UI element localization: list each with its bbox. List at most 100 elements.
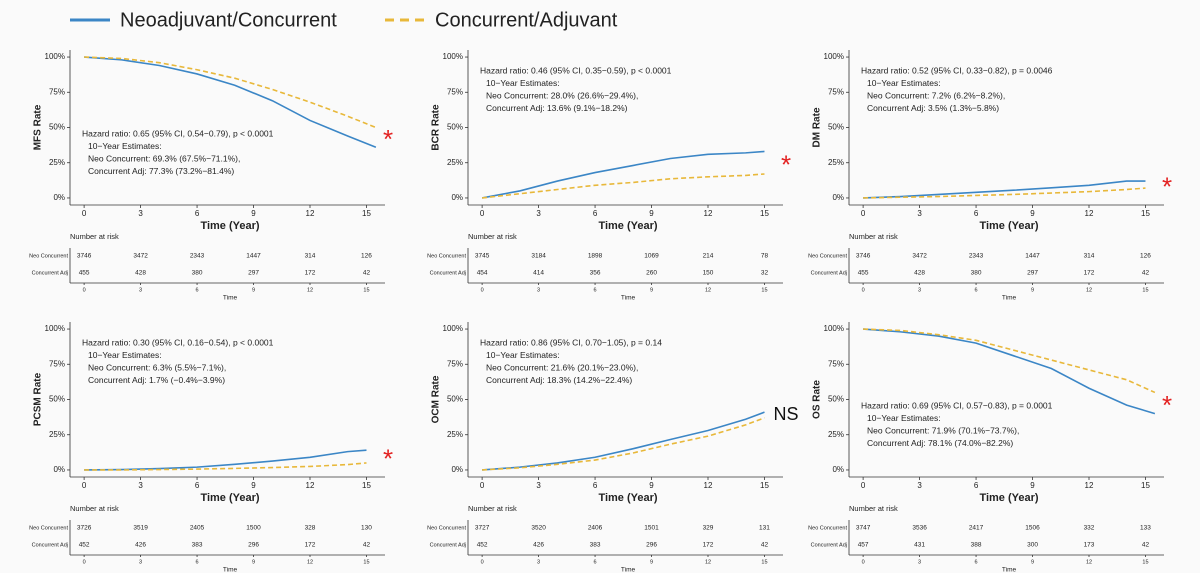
- x-tick-label: 9: [251, 209, 256, 218]
- risk-row-label: Concurrent Adj: [811, 270, 847, 276]
- y-tick-label: 0%: [451, 193, 463, 202]
- risk-x-tick-label: 9: [252, 287, 255, 293]
- y-tick-label: 50%: [447, 395, 463, 404]
- x-tick-label: 3: [917, 481, 922, 490]
- risk-x-tick-label: 12: [307, 287, 313, 293]
- risk-count: 131: [759, 525, 770, 532]
- risk-x-tick-label: 12: [705, 287, 711, 293]
- risk-x-tick-label: 0: [862, 287, 865, 293]
- risk-x-tick-label: 3: [918, 287, 921, 293]
- survival-curve: [482, 417, 765, 471]
- risk-count: 380: [192, 270, 203, 277]
- x-tick-label: 12: [306, 481, 315, 490]
- risk-x-tick-label: 0: [83, 287, 86, 293]
- risk-x-title: Time: [223, 567, 238, 573]
- x-axis-title: Time (Year): [979, 492, 1038, 504]
- annotation-line: 10−Year Estimates:: [88, 350, 162, 360]
- annotation-line: Concurrent Adj: 78.1% (74.0%−82.2%): [867, 438, 1013, 448]
- km-panel: 0% 25% 50% 75% 100% 0 3 6 9 12 15 Time (Year) BCR Ra…: [427, 50, 791, 302]
- risk-x-tick-label: 12: [307, 559, 313, 565]
- annotation-line: 10−Year Estimates:: [486, 78, 560, 88]
- survival-curve: [84, 56, 377, 129]
- x-tick-label: 12: [1085, 481, 1094, 490]
- risk-x-tick-label: 9: [650, 559, 653, 565]
- y-tick-label: 75%: [49, 359, 65, 368]
- risk-row-label: Concurrent Adj: [430, 270, 466, 276]
- x-tick-label: 9: [649, 209, 654, 218]
- risk-count: 172: [703, 542, 714, 549]
- y-tick-label: 25%: [828, 158, 844, 167]
- risk-count: 329: [703, 525, 714, 532]
- risk-count: 3726: [77, 525, 92, 532]
- km-panel: 0% 25% 50% 75% 100% 0 3 6 9 12 15 Time (Year) PCSM R…: [29, 322, 393, 573]
- x-tick-label: 3: [536, 481, 541, 490]
- annotation-line: Concurrent Adj: 77.3% (73.2%−81.4%): [88, 166, 234, 176]
- risk-x-tick-label: 3: [918, 559, 921, 565]
- risk-count: 328: [305, 525, 316, 532]
- y-tick-label: 75%: [49, 87, 65, 96]
- risk-count: 2406: [588, 525, 603, 532]
- risk-count: 1069: [644, 253, 659, 260]
- risk-count: 1500: [246, 525, 261, 532]
- y-tick-label: 25%: [49, 430, 65, 439]
- legend-label: Concurrent/Adjuvant: [435, 9, 618, 31]
- risk-count: 1447: [1025, 253, 1040, 260]
- x-tick-label: 12: [704, 481, 713, 490]
- survival-curve: [482, 173, 765, 199]
- annotation-line: Neo Concurrent: 6.3% (5.5%−7.1%),: [88, 362, 226, 372]
- risk-count: 172: [305, 270, 316, 277]
- risk-row-label: Concurrent Adj: [32, 270, 68, 276]
- risk-count: 173: [1084, 542, 1095, 549]
- annotation-line: 10−Year Estimates:: [486, 350, 560, 360]
- x-tick-label: 12: [704, 209, 713, 218]
- risk-x-tick-label: 6: [594, 559, 597, 565]
- x-tick-label: 0: [82, 481, 87, 490]
- risk-x-tick-label: 9: [650, 287, 653, 293]
- risk-count: 3472: [133, 253, 148, 260]
- risk-row-label: Concurrent Adj: [430, 542, 466, 548]
- x-tick-label: 0: [861, 209, 866, 218]
- y-tick-label: 75%: [828, 359, 844, 368]
- risk-count: 3746: [77, 253, 92, 260]
- risk-x-tick-label: 15: [363, 287, 369, 293]
- risk-table-title: Number at risk: [70, 232, 119, 241]
- significance-marker: *: [383, 443, 393, 473]
- x-axis-title: Time (Year): [598, 220, 657, 232]
- risk-x-tick-label: 9: [1031, 287, 1034, 293]
- risk-count: 126: [1140, 253, 1151, 260]
- x-tick-label: 15: [760, 209, 769, 218]
- risk-count: 457: [858, 542, 869, 549]
- risk-x-title: Time: [621, 567, 636, 573]
- risk-count: 300: [1027, 542, 1038, 549]
- x-tick-label: 15: [1141, 481, 1150, 490]
- risk-x-tick-label: 3: [537, 287, 540, 293]
- risk-count: 42: [363, 270, 371, 277]
- significance-marker: *: [1162, 171, 1172, 201]
- risk-x-tick-label: 0: [83, 559, 86, 565]
- x-tick-label: 12: [306, 209, 315, 218]
- risk-count: 388: [971, 542, 982, 549]
- risk-x-tick-label: 6: [594, 287, 597, 293]
- annotation-line: Hazard ratio: 0.86 (95% CI, 0.70−1.05), …: [480, 337, 662, 347]
- y-tick-label: 25%: [828, 430, 844, 439]
- risk-count: 42: [761, 542, 769, 549]
- x-tick-label: 6: [593, 209, 598, 218]
- survival-curve: [84, 56, 377, 148]
- risk-count: 296: [248, 542, 259, 549]
- risk-count: 133: [1140, 525, 1151, 532]
- risk-table-title: Number at risk: [468, 232, 517, 241]
- y-tick-label: 0%: [53, 465, 65, 474]
- risk-count: 2343: [969, 253, 984, 260]
- y-tick-label: 0%: [451, 465, 463, 474]
- y-tick-label: 0%: [832, 465, 844, 474]
- risk-count: 455: [858, 270, 869, 277]
- y-axis-title: OCM Rate: [431, 375, 442, 423]
- y-tick-label: 50%: [828, 123, 844, 132]
- risk-x-tick-label: 15: [761, 287, 767, 293]
- risk-count: 1447: [246, 253, 261, 260]
- y-tick-label: 100%: [45, 324, 65, 333]
- significance-marker: *: [1162, 390, 1172, 420]
- risk-count: 297: [248, 270, 259, 277]
- survival-curve: [84, 449, 367, 471]
- risk-count: 3746: [856, 253, 871, 260]
